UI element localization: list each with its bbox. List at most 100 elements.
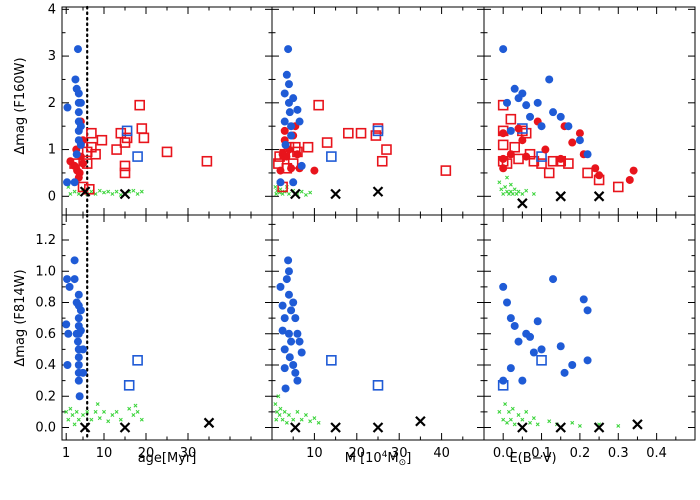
- col-label-mass: M [104M⊙]: [345, 450, 412, 468]
- blue-dot-point: [526, 112, 535, 121]
- red-square-point: [355, 127, 367, 139]
- blue-dot-point: [74, 108, 83, 117]
- blue-dot-point: [79, 345, 87, 354]
- green-cross-point: [89, 417, 94, 422]
- red-square-point: [121, 132, 133, 144]
- blue-dot-point: [284, 290, 293, 299]
- green-cross-point: [577, 423, 582, 428]
- blue-dot-point: [499, 376, 508, 385]
- green-cross-point: [275, 409, 280, 414]
- blue-dot-point: [74, 290, 83, 299]
- blue-dot-point: [293, 376, 302, 385]
- blue-dot-point: [295, 337, 304, 346]
- blue-dot-point: [564, 122, 573, 131]
- green-cross-point: [89, 189, 94, 194]
- blue-dot-point: [583, 150, 592, 159]
- blue-dot-point: [284, 329, 293, 338]
- green-cross-point: [110, 413, 115, 417]
- green-cross-point: [531, 192, 536, 196]
- red-square-point: [505, 113, 517, 125]
- blue-square-point: [326, 355, 337, 366]
- green-cross-point: [524, 409, 529, 414]
- panel-bottom-mass: 10 20 30 40: [271, 214, 485, 461]
- blue-dot-point: [297, 348, 306, 357]
- blue-dot-point: [70, 178, 79, 187]
- blue-dot-point: [70, 275, 79, 284]
- green-cross-point: [139, 417, 144, 422]
- green-cross-point: [303, 413, 308, 417]
- red-dot-point: [499, 164, 508, 173]
- green-cross-point: [95, 402, 100, 407]
- blue-dot-point: [280, 117, 289, 126]
- red-square-point: [313, 99, 324, 111]
- blue-square-point: [123, 380, 135, 391]
- red-dot-point: [79, 159, 87, 168]
- black-x-point: [119, 188, 131, 200]
- blue-square-point: [132, 355, 143, 366]
- mass-label-exp: 4: [382, 450, 388, 460]
- black-x-point: [290, 188, 301, 200]
- red-dot-point: [310, 166, 319, 175]
- green-cross-point: [284, 420, 289, 425]
- panel-top-ebv: [483, 6, 696, 216]
- blue-dot-point: [289, 178, 298, 187]
- green-cross-point: [287, 192, 291, 196]
- blue-dot-point: [76, 326, 85, 335]
- y-tick-label: 2: [48, 96, 56, 111]
- black-x-point: [290, 422, 301, 433]
- green-cross-point: [508, 182, 513, 187]
- green-cross-point: [66, 417, 71, 422]
- blue-dot-point: [76, 140, 85, 149]
- panel-frame: [483, 6, 696, 216]
- green-cross-point: [308, 419, 313, 424]
- y-tick-label: 0.2: [35, 389, 56, 404]
- blue-dot-point: [556, 112, 565, 121]
- y-tick-label: 3: [48, 49, 56, 64]
- black-x-point: [372, 422, 384, 433]
- blue-dot-point: [289, 94, 298, 103]
- green-cross-point: [299, 189, 304, 194]
- blue-dot-point: [545, 75, 554, 84]
- green-cross-point: [503, 185, 508, 189]
- blue-dot-point: [63, 103, 72, 112]
- red-dot-point: [276, 166, 285, 175]
- x-tick-label: 0.0: [493, 446, 514, 461]
- blue-dot-point: [556, 342, 565, 351]
- red-square-point: [134, 99, 145, 111]
- red-square-point: [201, 155, 213, 167]
- blue-dot-point: [72, 150, 81, 159]
- blue-dot-point: [63, 275, 72, 284]
- col-label-age: age[Myr]: [138, 451, 197, 466]
- red-dot-point: [499, 154, 508, 163]
- red-dot-point: [499, 129, 508, 138]
- green-cross-point: [274, 192, 279, 196]
- mass-label-suffix: ]: [406, 451, 411, 466]
- blue-dot-point: [287, 337, 296, 346]
- blue-dot-point: [287, 131, 296, 140]
- blue-square-point: [536, 355, 547, 366]
- x-tick-label: 10: [306, 446, 323, 461]
- blue-dot-point: [281, 384, 290, 393]
- blue-dot-point: [287, 306, 296, 315]
- blue-dot-point: [287, 122, 296, 131]
- red-dot-point: [541, 145, 550, 154]
- red-square-point: [612, 181, 624, 193]
- green-cross-point: [102, 190, 106, 195]
- blue-dot-point: [518, 376, 527, 385]
- black-x-point: [79, 186, 91, 197]
- green-cross-point: [102, 409, 106, 414]
- green-cross-point: [68, 406, 73, 411]
- green-cross-point: [76, 417, 81, 422]
- green-cross-point: [503, 402, 508, 407]
- red-square-point: [77, 181, 89, 193]
- green-cross-point: [133, 403, 138, 408]
- red-square-point: [138, 132, 150, 144]
- green-cross-point: [70, 413, 75, 417]
- red-square-point: [136, 123, 148, 134]
- red-square-point: [321, 137, 333, 148]
- green-cross-point: [68, 192, 73, 196]
- blue-dot-point: [549, 108, 558, 117]
- black-x-point: [555, 422, 567, 433]
- green-cross-point: [282, 409, 287, 414]
- green-cross-point: [76, 192, 81, 196]
